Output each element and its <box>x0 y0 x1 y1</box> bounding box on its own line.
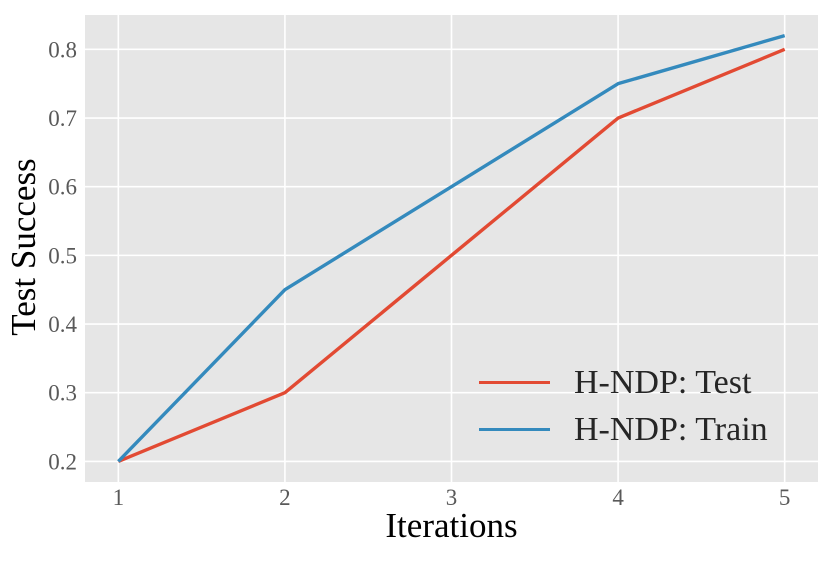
y-tick-label: 0.3 <box>48 381 77 406</box>
series-line-train <box>117 33 786 463</box>
y-tick-label: 0.6 <box>48 175 77 200</box>
y-tick-label: 0.7 <box>48 106 77 131</box>
legend-entry-test: H-NDP: Test <box>479 359 768 406</box>
x-tick-label: 5 <box>779 485 791 510</box>
legend-line-sample-test <box>479 380 550 385</box>
y-tick-label: 0.8 <box>48 37 77 62</box>
legend-label-train: H-NDP: Train <box>574 410 768 448</box>
x-tick-label: 3 <box>446 485 458 510</box>
x-tick-label: 1 <box>113 485 125 510</box>
y-tick-label: 0.5 <box>48 243 77 268</box>
legend-label-test: H-NDP: Test <box>574 363 752 401</box>
y-axis-label: Test Success <box>3 158 43 336</box>
tick-labels: 1 2 3 4 5 0.2 0.3 0.4 0.5 0.6 0.7 0.8 <box>48 37 790 510</box>
y-tick-label: 0.4 <box>48 312 77 337</box>
legend-entry-train: H-NDP: Train <box>479 406 768 453</box>
x-axis-label: Iterations <box>385 506 518 545</box>
legend-line-sample-train <box>479 427 550 432</box>
y-tick-label: 0.2 <box>48 449 77 474</box>
series-line-test <box>117 47 786 463</box>
x-tick-label: 2 <box>279 485 291 510</box>
legend: H-NDP: Test H-NDP: Train <box>479 359 768 453</box>
x-tick-label: 4 <box>612 485 624 510</box>
